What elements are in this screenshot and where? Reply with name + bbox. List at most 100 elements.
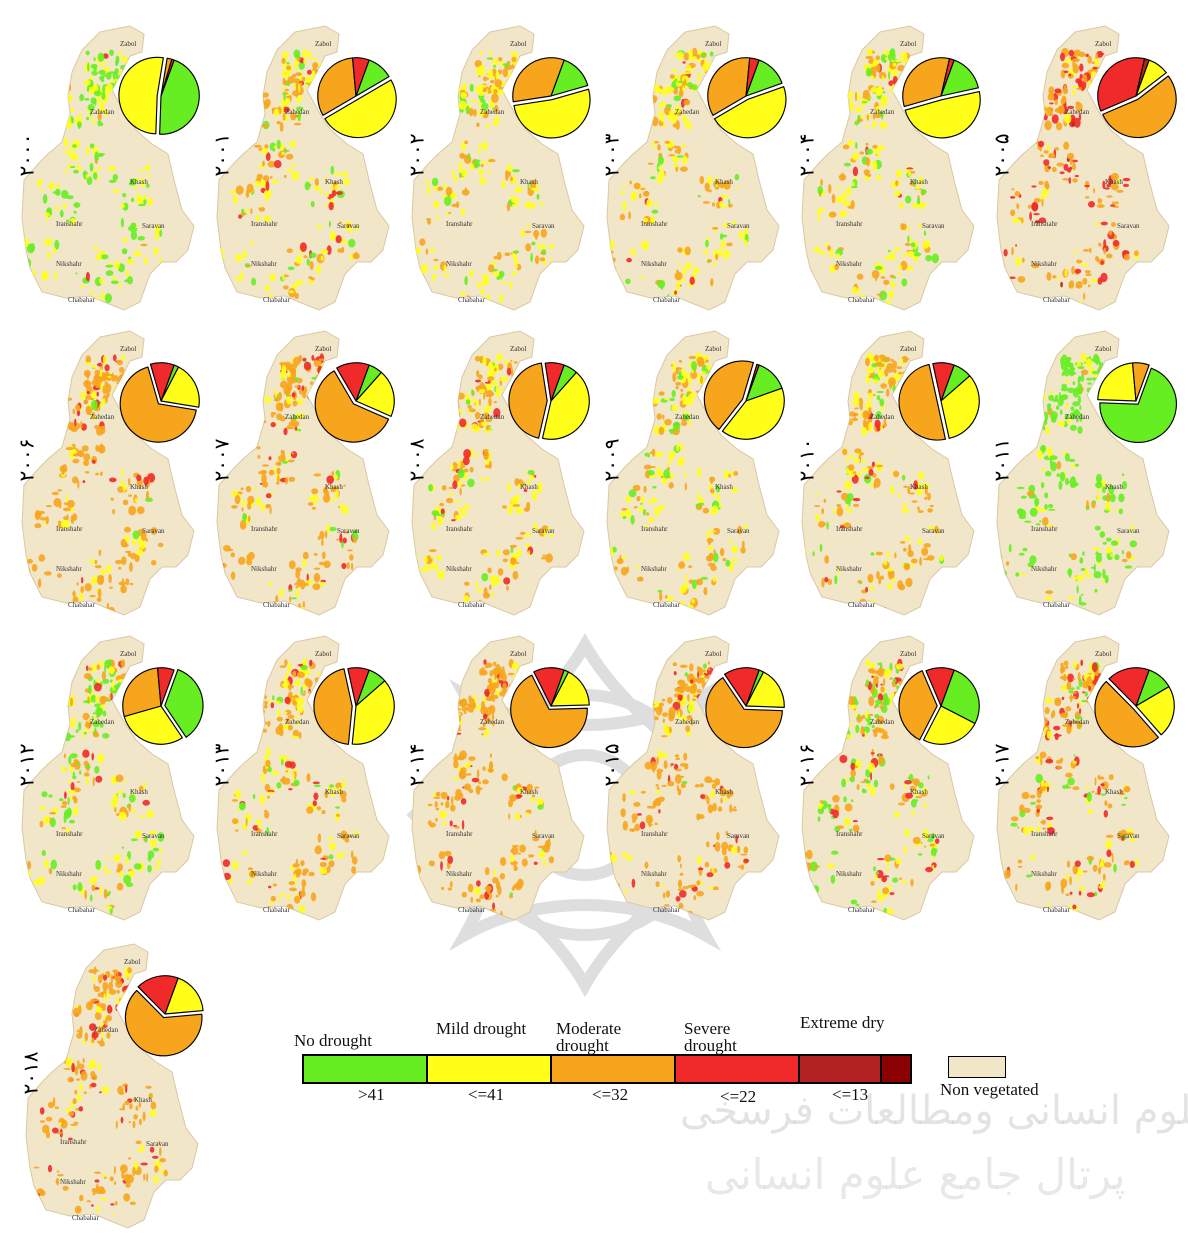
vegetation-patch (1046, 697, 1053, 703)
vegetation-patch (439, 810, 447, 819)
vegetation-patch (84, 370, 91, 377)
drought-pie-chart (897, 662, 985, 750)
vegetation-patch (103, 866, 107, 871)
vegetation-patch (247, 880, 252, 885)
city-label-zahedan: Zahedan (870, 718, 894, 726)
vegetation-patch (123, 875, 131, 884)
vegetation-patch (482, 356, 486, 366)
vegetation-patch (71, 763, 76, 767)
vegetation-patch (64, 171, 68, 174)
vegetation-patch (898, 803, 905, 806)
vegetation-patch (136, 549, 143, 556)
vegetation-patch (128, 552, 132, 557)
vegetation-patch (878, 756, 884, 765)
vegetation-patch (78, 124, 81, 129)
vegetation-patch (294, 896, 300, 904)
vegetation-patch (57, 1171, 60, 1173)
vegetation-patch (298, 83, 300, 93)
vegetation-patch (481, 422, 489, 427)
year-text: ۲۰۱۴ (404, 743, 428, 786)
vegetation-patch (678, 263, 681, 266)
vegetation-patch (1080, 660, 1083, 667)
vegetation-patch (640, 576, 642, 581)
vegetation-patch (676, 386, 679, 389)
vegetation-patch (871, 900, 877, 903)
vegetation-patch (619, 555, 621, 563)
vegetation-patch (1076, 575, 1084, 581)
vegetation-patch (1060, 171, 1065, 174)
vegetation-patch (98, 588, 102, 598)
vegetation-patch (19, 549, 26, 554)
vegetation-patch (804, 584, 806, 589)
vegetation-patch (103, 975, 107, 981)
city-label-zahedan: Zahedan (870, 108, 894, 116)
vegetation-patch (91, 876, 98, 881)
city-label-saravan: Saravan (727, 832, 750, 840)
vegetation-patch (1130, 540, 1138, 547)
vegetation-patch (98, 70, 105, 75)
vegetation-patch (299, 698, 304, 706)
vegetation-patch (876, 175, 882, 180)
vegetation-patch (275, 701, 281, 704)
vegetation-patch (678, 686, 685, 694)
vegetation-patch (123, 781, 127, 783)
vegetation-patch (97, 664, 101, 670)
vegetation-patch (1045, 426, 1050, 434)
vegetation-patch (343, 485, 345, 487)
vegetation-patch (66, 398, 72, 401)
vegetation-patch (459, 419, 466, 428)
vegetation-patch (46, 1117, 53, 1122)
vegetation-patch (475, 380, 481, 383)
vegetation-patch (728, 204, 733, 208)
vegetation-patch (659, 592, 662, 601)
vegetation-patch (61, 766, 67, 771)
vegetation-patch (663, 126, 668, 128)
city-label-saravan: Saravan (142, 222, 165, 230)
vegetation-patch (144, 257, 148, 264)
vegetation-patch (677, 855, 681, 862)
vegetation-patch (1098, 478, 1101, 486)
vegetation-patch (238, 557, 246, 565)
vegetation-patch (1019, 804, 1025, 812)
vegetation-patch (242, 851, 248, 855)
vegetation-patch (95, 565, 102, 568)
vegetation-patch (1105, 575, 1109, 583)
vegetation-patch (1041, 820, 1046, 825)
vegetation-patch (882, 887, 889, 894)
vegetation-patch (491, 93, 499, 103)
vegetation-patch (814, 247, 821, 253)
vegetation-patch (1044, 120, 1051, 130)
vegetation-patch (159, 258, 162, 262)
vegetation-patch (293, 780, 299, 787)
vegetation-patch (655, 791, 661, 794)
vegetation-patch (321, 249, 329, 254)
vegetation-patch (878, 663, 881, 666)
vegetation-patch (505, 174, 508, 181)
vegetation-patch (658, 505, 665, 510)
vegetation-patch (911, 242, 916, 247)
drought-pie-chart (897, 52, 985, 140)
vegetation-patch (625, 279, 631, 285)
vegetation-patch (265, 760, 270, 767)
city-label-saravan: Saravan (922, 527, 945, 535)
vegetation-patch (470, 84, 474, 92)
vegetation-patch (323, 561, 330, 569)
vegetation-patch (633, 802, 640, 807)
vegetation-patch (451, 796, 453, 805)
vegetation-patch (41, 271, 48, 281)
vegetation-patch (646, 199, 652, 208)
vegetation-patch (1010, 209, 1015, 216)
vegetation-patch (85, 1032, 89, 1041)
vegetation-patch (853, 498, 861, 501)
vegetation-patch (459, 507, 464, 513)
vegetation-patch (819, 251, 826, 255)
vegetation-patch (1072, 58, 1080, 62)
vegetation-patch (83, 1058, 85, 1063)
vegetation-patch (715, 842, 721, 852)
vegetation-patch (524, 507, 530, 512)
vegetation-patch (461, 798, 467, 805)
vegetation-patch (42, 850, 46, 856)
vegetation-patch (1073, 304, 1077, 310)
vegetation-patch (508, 813, 510, 819)
